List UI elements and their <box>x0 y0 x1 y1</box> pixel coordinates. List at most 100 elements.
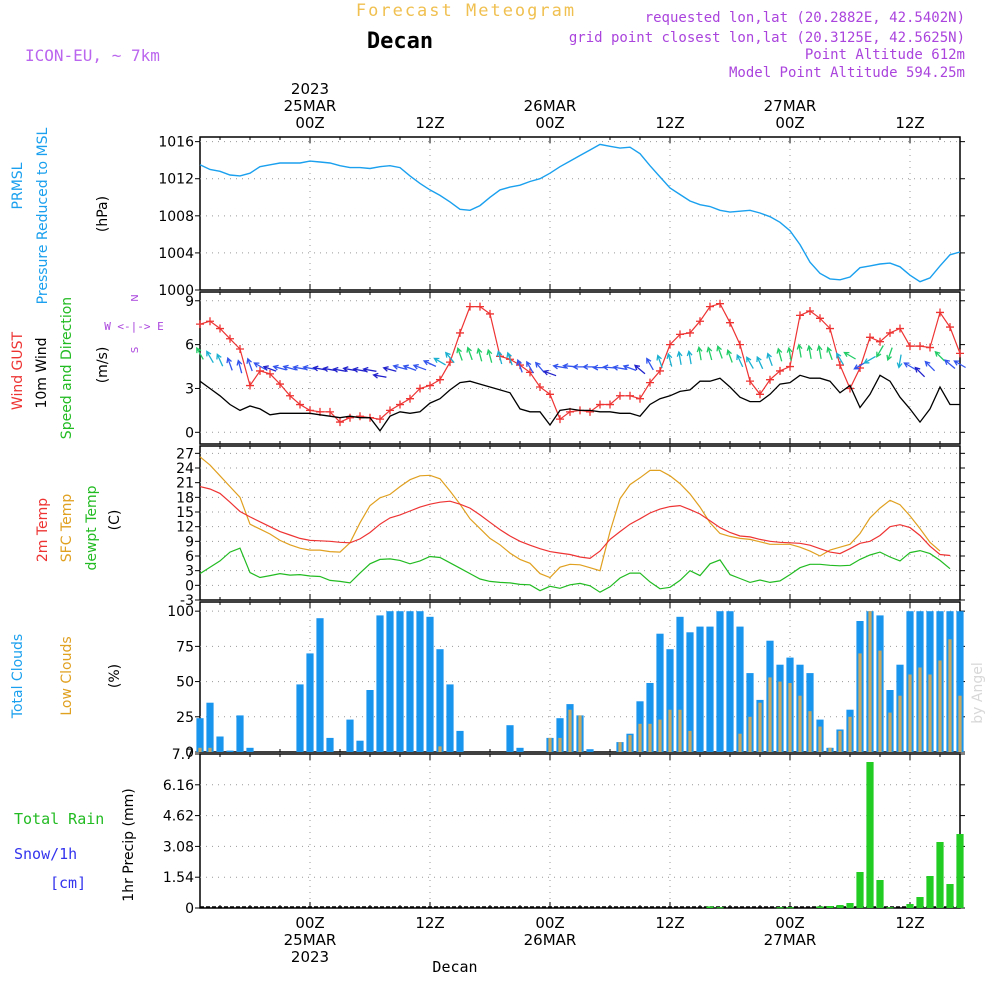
top-time-label: 2023 <box>291 80 329 98</box>
low-cloud-bar <box>648 723 652 752</box>
low-cloud-bar <box>578 715 582 752</box>
low-cloud-bar <box>848 716 852 752</box>
wind-direction-arrow <box>542 369 557 377</box>
wind-direction-arrow <box>292 364 307 371</box>
wind-direction-arrow <box>816 344 823 359</box>
y-tick-label: 12 <box>176 520 194 536</box>
y-tick-label: 6.16 <box>163 778 194 794</box>
wind-direction-arrow <box>633 364 646 375</box>
wind-direction-arrow <box>646 357 654 371</box>
total-cloud-bar <box>676 616 684 752</box>
gust-marker <box>276 380 284 389</box>
gust-marker <box>826 324 834 333</box>
gust-marker <box>936 308 944 317</box>
wind-direction-arrow <box>863 355 876 364</box>
gust-marker <box>256 366 264 375</box>
low-cloud-bar <box>938 660 942 752</box>
y-tick-label: 18 <box>176 490 194 506</box>
y-tick-label: 27 <box>176 446 194 462</box>
compass-we: W <-|-> E <box>104 320 164 333</box>
wind-direction-arrow <box>676 350 683 365</box>
low-cloud-bar <box>948 639 952 752</box>
gust-marker <box>816 314 824 323</box>
total-cloud-bar <box>226 750 234 752</box>
pressure-unit: (hPa) <box>95 196 111 232</box>
total-cloud-bar <box>246 747 254 752</box>
bottom-time-label: 25MAR <box>284 931 337 949</box>
gust-marker <box>806 307 814 315</box>
gust-marker <box>406 394 414 403</box>
y-tick-label: 0 <box>185 901 194 917</box>
total-cloud-bar <box>216 736 224 752</box>
gust-marker <box>436 375 444 384</box>
total-cloud-bar <box>386 611 394 752</box>
y-tick-label: 3 <box>185 381 194 397</box>
y-tick-label: 100 <box>167 604 194 620</box>
total-clouds-label: Total Clouds <box>10 634 26 719</box>
rain-bar <box>926 876 934 908</box>
y-tick-label: 4.62 <box>163 809 194 825</box>
low-cloud-bar <box>798 695 802 752</box>
gust-marker <box>216 324 224 333</box>
plot-area: 100010041008101210160369-303691215182124… <box>158 80 966 966</box>
low-cloud-bar <box>198 747 202 752</box>
wind-direction-arrow <box>806 344 813 359</box>
gust-marker <box>206 317 214 326</box>
wind-direction-arrow <box>206 350 214 364</box>
y-tick-label: 24 <box>176 461 194 477</box>
wind-direction-arrow <box>486 348 493 363</box>
bottom-time-label: 12Z <box>895 914 924 932</box>
rain-bar <box>956 834 964 908</box>
top-time-label: 00Z <box>535 114 564 132</box>
gust-marker <box>956 349 964 358</box>
point-altitude: Point Altitude 612m <box>805 47 965 63</box>
forecast-title: Forecast Meteogram <box>356 1 576 21</box>
wind-direction-arrow <box>216 353 224 367</box>
wind-direction-arrow <box>756 355 764 370</box>
rain-bar <box>776 907 784 909</box>
rain-bar <box>886 907 894 909</box>
low-cloud-bar <box>688 730 692 752</box>
t2m-label: 2m Temp <box>35 498 51 562</box>
bottom-time-label: 00Z <box>535 914 564 932</box>
gust-marker <box>326 407 334 416</box>
wind-direction-arrow <box>706 346 713 361</box>
wind-direction-arrow <box>622 364 637 372</box>
bottom-time-label: 12Z <box>655 914 684 932</box>
low-cloud-bar <box>618 742 622 752</box>
y-tick-label: 6 <box>185 338 194 354</box>
wind-direction-arrow <box>444 351 455 364</box>
top-time-label: 25MAR <box>284 97 337 115</box>
gust-marker <box>286 391 294 400</box>
rain-bar <box>706 906 714 908</box>
wind-direction-arrow <box>282 364 297 371</box>
requested-coords: requested lon,lat (20.2882E, 42.5402N) <box>645 10 965 26</box>
pressure-label-1: PRMSL <box>10 162 26 209</box>
rain-bar <box>826 906 834 908</box>
gust-marker <box>706 302 714 311</box>
y-tick-label: 15 <box>176 505 194 521</box>
compass-n: N <box>130 294 141 301</box>
wind-direction-arrow <box>836 352 844 365</box>
rain-bar <box>936 842 944 908</box>
total-cloud-bar <box>346 719 354 752</box>
wind-direction-arrow <box>526 360 534 374</box>
wind-direction-arrow <box>896 354 903 369</box>
gust-marker <box>886 328 894 337</box>
wind-direction-arrow <box>736 353 744 368</box>
y-tick-label: 50 <box>176 675 194 691</box>
wind-direction-arrow <box>934 350 946 362</box>
total-cloud-bar <box>556 718 564 752</box>
y-tick-label: 3 <box>185 564 194 580</box>
wind-direction-arrow <box>253 362 266 371</box>
wind-direction-arrow <box>746 356 754 369</box>
y-tick-label: 75 <box>176 639 194 655</box>
footer-location: Decan <box>432 958 477 976</box>
low-cloud-bar <box>808 711 812 752</box>
wind-direction-arrow <box>612 364 627 371</box>
wind-direction-arrow <box>476 347 483 362</box>
snow-label: Snow/1h <box>14 845 77 863</box>
gust-marker <box>536 383 544 391</box>
low-cloud-bar <box>908 674 912 752</box>
rain-bar <box>816 906 824 908</box>
